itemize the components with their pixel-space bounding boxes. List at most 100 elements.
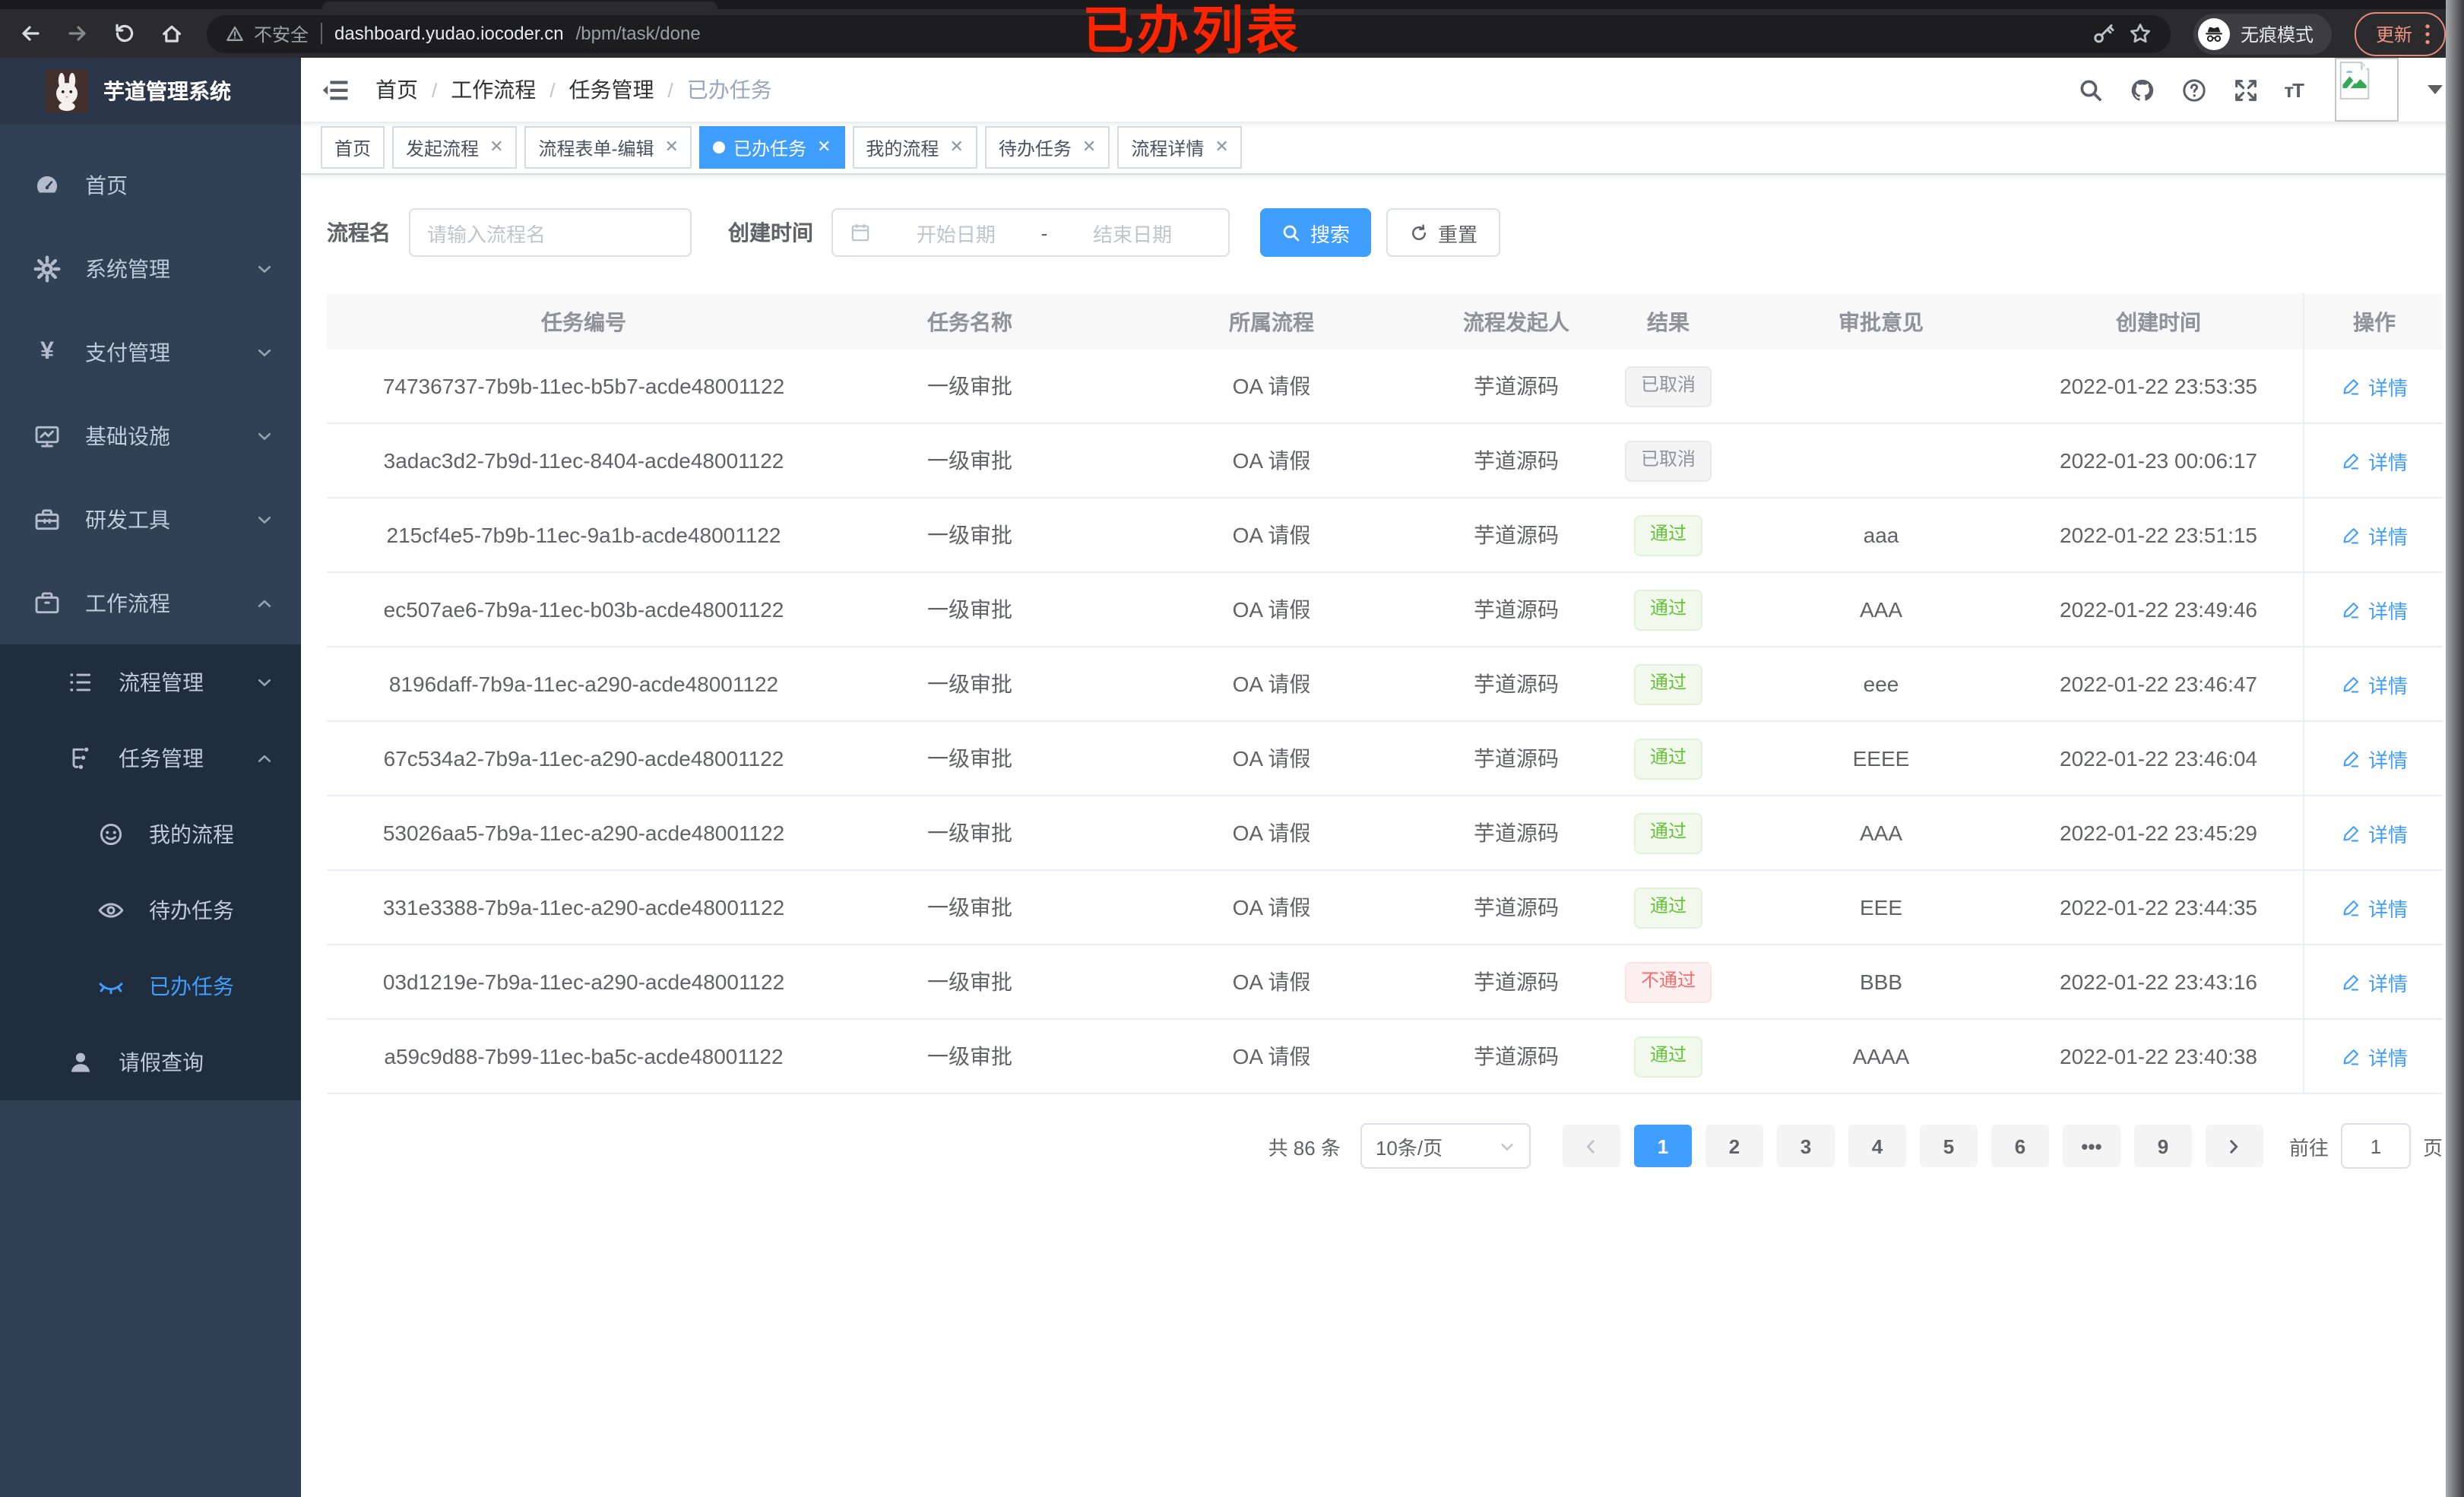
detail-link[interactable]: 详情 (2341, 1042, 2408, 1071)
page-button-6[interactable]: 6 (1991, 1125, 2049, 1167)
detail-link[interactable]: 详情 (2341, 893, 2408, 922)
table-cell: 通过 (1588, 887, 1748, 928)
font-size-icon[interactable]: тT (2284, 78, 2304, 101)
process-starter: 芋道源码 (1474, 970, 1559, 994)
next-page-button[interactable] (2205, 1125, 2263, 1167)
tab-已办任务[interactable]: 已办任务 ✕ (699, 126, 845, 169)
table-cell: 53026aa5-7b9a-11ec-a290-acde48001122 (327, 821, 841, 845)
result-badge: 通过 (1634, 887, 1702, 928)
tab-流程表单-编辑[interactable]: 流程表单-编辑 ✕ (524, 126, 692, 169)
tab-流程详情[interactable]: 流程详情 ✕ (1117, 126, 1243, 169)
goto-page-input[interactable] (2340, 1123, 2411, 1169)
detail-link[interactable]: 详情 (2341, 521, 2408, 549)
browser-update-button[interactable]: 更新 (2354, 11, 2446, 55)
table-cell: 74736737-7b9b-11ec-b5b7-acde48001122 (327, 374, 841, 398)
table-cell: 一级审批 (841, 594, 1099, 625)
table-cell: 2022-01-22 23:49:46 (2014, 597, 2303, 622)
process-starter: 芋道源码 (1474, 746, 1559, 771)
tab-发起流程[interactable]: 发起流程 ✕ (392, 126, 518, 169)
column-header-结果: 结果 (1647, 309, 1690, 334)
security-label: 不安全 (254, 24, 309, 45)
fullscreen-icon[interactable] (2232, 77, 2258, 103)
edit-pen-icon (2341, 823, 2361, 843)
password-key-icon[interactable] (2092, 21, 2116, 46)
help-icon[interactable] (2181, 77, 2206, 103)
breadcrumb-item-首页[interactable]: 首页 (375, 78, 418, 102)
tab-首页[interactable]: 首页 (321, 126, 385, 169)
detail-link[interactable]: 详情 (2341, 595, 2408, 624)
browser-chrome: 不安全 dashboard.yudao.iocoder.cn/bpm/task/… (0, 0, 2464, 58)
avatar[interactable] (2335, 58, 2399, 122)
search-icon[interactable] (2077, 77, 2103, 103)
url-bar[interactable]: 不安全 dashboard.yudao.iocoder.cn/bpm/task/… (207, 14, 2171, 52)
page-ellipsis[interactable]: ••• (2062, 1125, 2120, 1167)
sidebar-item-支付管理[interactable]: ¥ 支付管理 (0, 310, 301, 394)
sidebar-item-已办任务[interactable]: 已办任务 (0, 948, 301, 1024)
close-icon[interactable]: ✕ (1215, 138, 1229, 157)
close-icon[interactable]: ✕ (664, 138, 679, 157)
tree-icon (67, 669, 94, 696)
page-size-select[interactable]: 10条/页 (1360, 1123, 1531, 1169)
result-badge: 已取消 (1625, 366, 1711, 407)
tab-待办任务[interactable]: 待办任务 ✕ (984, 126, 1110, 169)
breadcrumb-item-工作流程[interactable]: 工作流程 (451, 78, 537, 102)
sidebar-item-请假查询[interactable]: 请假查询 (0, 1024, 301, 1100)
detail-link[interactable]: 详情 (2341, 744, 2408, 773)
page-button-1[interactable]: 1 (1633, 1125, 1692, 1167)
breadcrumb-separator: / (432, 78, 438, 101)
search-button[interactable]: 搜索 (1260, 208, 1372, 257)
detail-link[interactable]: 详情 (2341, 669, 2408, 698)
process-starter: 芋道源码 (1474, 597, 1559, 622)
page-button-2[interactable]: 2 (1705, 1125, 1763, 1167)
sidebar-item-label: 工作流程 (85, 590, 170, 615)
browser-active-tab[interactable] (322, 2, 717, 9)
security-warning[interactable]: 不安全 (225, 21, 309, 46)
reload-icon[interactable] (112, 21, 137, 46)
sidebar-submenu: 流程管理 任务管理 我的流程 待办任务 已办任务 请假查询 (0, 644, 301, 1100)
detail-link[interactable]: 详情 (2341, 818, 2408, 847)
sidebar-item-首页[interactable]: 首页 (0, 143, 301, 226)
sidebar-item-系统管理[interactable]: 系统管理 (0, 226, 301, 310)
browser-menu-icon[interactable] (2424, 22, 2431, 45)
table-cell: eee (1748, 672, 2014, 696)
page-button-5[interactable]: 5 (1919, 1125, 1978, 1167)
detail-link[interactable]: 详情 (2341, 372, 2408, 400)
detail-link[interactable]: 详情 (2341, 446, 2408, 475)
sidebar-item-工作流程[interactable]: 工作流程 (0, 561, 301, 644)
home-icon[interactable] (160, 21, 184, 46)
sidebar-logo[interactable]: 芋道管理系统 (0, 58, 301, 125)
close-icon[interactable]: ✕ (949, 138, 964, 157)
tab-我的流程[interactable]: 我的流程 ✕ (852, 126, 977, 169)
sidebar-fold-icon[interactable] (322, 77, 348, 103)
page-button-3[interactable]: 3 (1776, 1125, 1835, 1167)
avatar-caret-icon[interactable] (2428, 84, 2443, 96)
date-range-input[interactable]: 开始日期 - 结束日期 (831, 208, 1230, 257)
prev-page-button[interactable] (1562, 1125, 1620, 1167)
breadcrumb-item-任务管理[interactable]: 任务管理 (568, 78, 654, 102)
process-name-input[interactable]: 请输入流程名 (409, 208, 692, 257)
sidebar-item-基础设施[interactable]: 基础设施 (0, 394, 301, 477)
app-title: 芋道管理系统 (103, 79, 231, 103)
sidebar-item-流程管理[interactable]: 流程管理 (0, 644, 301, 720)
bookmark-star-icon[interactable] (2128, 21, 2152, 46)
sidebar-item-研发工具[interactable]: 研发工具 (0, 477, 301, 561)
reset-button[interactable]: 重置 (1386, 208, 1501, 257)
forward-icon[interactable] (65, 21, 90, 46)
edit-pen-icon (2341, 674, 2361, 694)
chevron-down-icon (255, 673, 274, 692)
page-button-4[interactable]: 4 (1848, 1125, 1906, 1167)
create-time: 2022-01-23 00:06:17 (2060, 448, 2257, 473)
sidebar-item-待办任务[interactable]: 待办任务 (0, 872, 301, 948)
tab-label: 待办任务 (998, 138, 1072, 159)
close-icon[interactable]: ✕ (816, 138, 831, 157)
page-button-9[interactable]: 9 (2133, 1125, 2192, 1167)
back-icon[interactable] (18, 21, 43, 46)
close-icon[interactable]: ✕ (489, 138, 504, 157)
sidebar-item-任务管理[interactable]: 任务管理 (0, 720, 301, 796)
detail-link[interactable]: 详情 (2341, 967, 2408, 996)
sidebar-item-我的流程[interactable]: 我的流程 (0, 796, 301, 872)
task-id: 331e3388-7b9a-11ec-a290-acde48001122 (382, 895, 785, 919)
close-icon[interactable]: ✕ (1082, 138, 1097, 157)
github-icon[interactable] (2129, 77, 2155, 103)
browser-tab-strip (0, 0, 2464, 9)
